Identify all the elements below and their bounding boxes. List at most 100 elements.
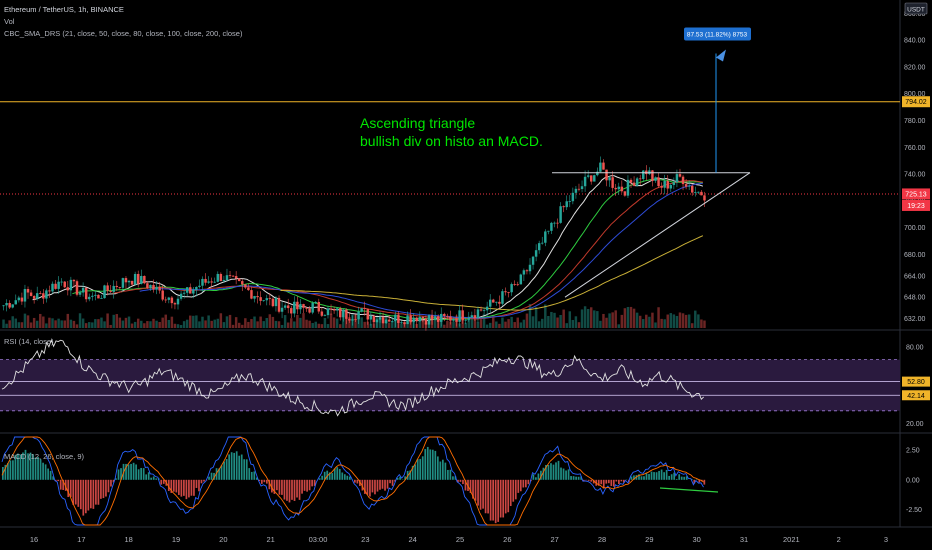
annotation-line-2[interactable]: bullish div on histo an MACD.: [360, 133, 543, 149]
macd-histogram-bar: [389, 479, 391, 484]
volume-bar: [130, 323, 134, 328]
volume-bar: [452, 321, 455, 328]
main-pane[interactable]: 860.00 840.00 820.00 800.00 780.00 760.00 740.…: [0, 2, 930, 331]
symbol-title[interactable]: Ethereum / TetherUS, 1h, BINANCE: [4, 5, 124, 14]
candle-body: [596, 171, 599, 176]
candle-body: [363, 308, 366, 310]
candle-body: [452, 318, 455, 321]
candle-body: [323, 315, 327, 316]
candle-body: [384, 319, 388, 324]
rsi-tick-label: 20.00: [906, 421, 924, 428]
candle-body: [274, 297, 278, 307]
macd-pane[interactable]: MACD (12, 26, close, 9) 2.50 0.00 -2.50: [1, 436, 922, 526]
time-tick-label: 2021: [783, 535, 800, 544]
volume-bar: [14, 318, 18, 328]
volume-bar: [48, 317, 51, 328]
macd-histogram-bar: [303, 479, 306, 491]
candle-body: [372, 315, 376, 323]
candle-body: [547, 230, 550, 232]
macd-histogram-bar: [409, 470, 412, 480]
annotation-line-1[interactable]: Ascending triangle: [360, 115, 475, 131]
macd-histogram-bar: [580, 476, 582, 480]
volume-bar: [510, 316, 513, 328]
macd-histogram-bar: [137, 469, 140, 480]
candle-body: [599, 162, 602, 172]
candle-body: [143, 275, 146, 284]
candle-body: [204, 278, 207, 283]
candle-body: [81, 287, 85, 293]
candle-body: [161, 290, 164, 300]
macd-histogram-bar: [87, 479, 90, 511]
macd-histogram-bar: [9, 460, 12, 480]
macd-histogram-bar: [643, 476, 645, 480]
candle-body: [216, 273, 220, 282]
candle-body: [586, 175, 590, 177]
candle-body: [375, 319, 379, 323]
macd-histogram-bar: [457, 479, 459, 483]
candle-body: [63, 281, 66, 288]
candle-body: [130, 280, 134, 285]
macd-histogram-bar: [547, 464, 550, 480]
sma-legend[interactable]: CBC_SMA_DRS (21, close, 50, close, 80, c…: [4, 29, 243, 38]
candle-body: [479, 309, 483, 311]
volume-bar: [537, 321, 541, 328]
macd-histogram-bar: [542, 467, 545, 480]
candle-body: [250, 290, 253, 299]
volume-bar: [580, 309, 584, 328]
volume-bar: [247, 321, 250, 328]
ascending-triangle-drawing[interactable]: [552, 172, 751, 298]
macd-divergence-line[interactable]: [659, 487, 719, 493]
volume-bar: [562, 309, 565, 328]
candle-body: [170, 297, 174, 304]
volume-bar: [660, 318, 663, 328]
candle-body: [504, 291, 507, 293]
candle-body: [544, 231, 547, 243]
macd-histogram-bar: [167, 479, 170, 491]
volume-bar: [42, 316, 45, 328]
macd-histogram-bar: [220, 465, 223, 480]
macd-histogram-bar: [620, 479, 623, 482]
volume-bar: [311, 323, 314, 328]
volume-bar: [253, 316, 256, 328]
macd-histogram-bar: [648, 473, 650, 480]
macd-histogram-bar: [135, 464, 137, 480]
volume-bar: [23, 313, 27, 328]
volume-legend[interactable]: Vol: [4, 17, 15, 26]
macd-histogram-bar: [95, 479, 97, 505]
candle-body: [231, 275, 235, 277]
volume-bar: [501, 317, 504, 328]
macd-histogram-bar: [193, 479, 195, 496]
macd-tick-label: 0.00: [906, 477, 920, 484]
price-tick-label: 740.00: [904, 172, 926, 179]
macd-histogram-bar: [444, 462, 447, 480]
macd-histogram-bar: [213, 472, 215, 480]
volume-bar: [369, 323, 373, 328]
macd-histogram-bar: [84, 479, 87, 514]
candle-body: [149, 285, 152, 289]
measure-tag-label: 87.53 (11.82%) 8753: [687, 32, 748, 39]
measure-tool[interactable]: 87.53 (11.82%) 8753: [684, 27, 751, 173]
candle-body: [495, 301, 498, 303]
macd-histogram-bar: [250, 471, 253, 480]
price-tick-label: 840.00: [904, 38, 926, 45]
volume-bar: [335, 318, 339, 328]
candle-body: [687, 185, 691, 187]
rsi-legend[interactable]: RSI (14, close): [4, 337, 54, 346]
macd-histogram-bar: [693, 479, 696, 484]
macd-histogram-bar: [117, 469, 120, 480]
time-axis[interactable]: 16 17 18 19 20 21 03:00 23 24 25 26 27 28 29 30 31 2021 2…: [30, 535, 888, 544]
rsi-pane[interactable]: RSI (14, close) 80.00 20.00 52.80 42.14: [0, 337, 930, 428]
volume-bar: [651, 312, 654, 328]
macd-histogram-bar: [278, 479, 281, 495]
macd-histogram-bar: [308, 479, 311, 491]
price-tick-label: 800.00: [904, 91, 926, 98]
macd-histogram-bar: [630, 476, 633, 480]
candle-body: [259, 297, 262, 301]
candle-body: [247, 287, 250, 291]
volume-bar: [268, 314, 272, 328]
candle-body: [42, 293, 45, 299]
macd-legend[interactable]: MACD (12, 26, close, 9): [4, 452, 85, 461]
macd-histogram-bar: [560, 467, 562, 480]
macd-histogram-bar: [522, 479, 525, 488]
candle-body: [8, 303, 11, 308]
